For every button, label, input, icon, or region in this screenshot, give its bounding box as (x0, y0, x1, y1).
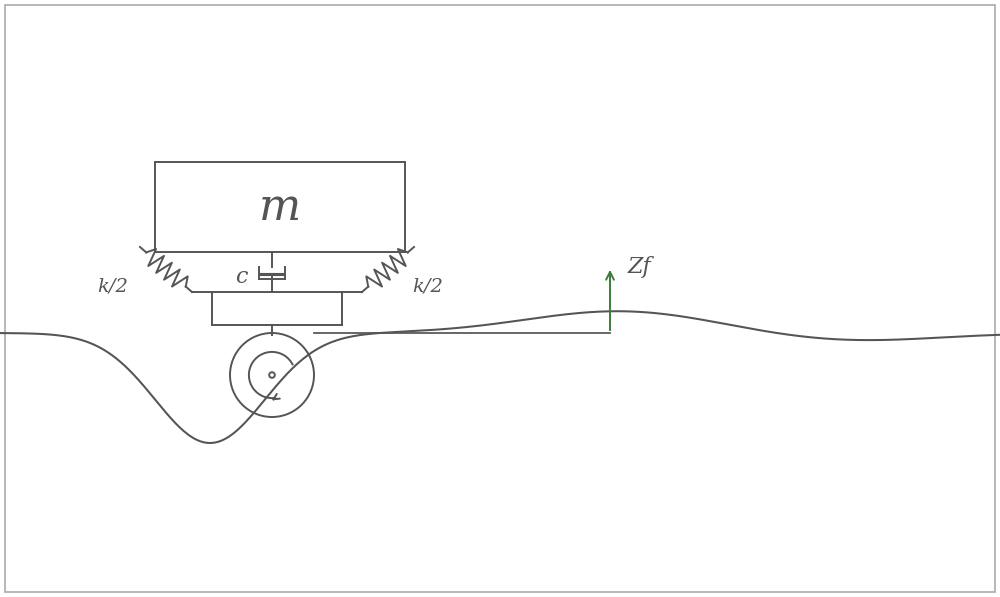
Bar (155, 162, 405, 252)
Text: k/2: k/2 (97, 278, 128, 296)
Text: m: m (259, 186, 301, 229)
Text: k/2: k/2 (412, 278, 443, 296)
Text: c: c (236, 266, 248, 288)
Text: Zf: Zf (628, 256, 652, 278)
